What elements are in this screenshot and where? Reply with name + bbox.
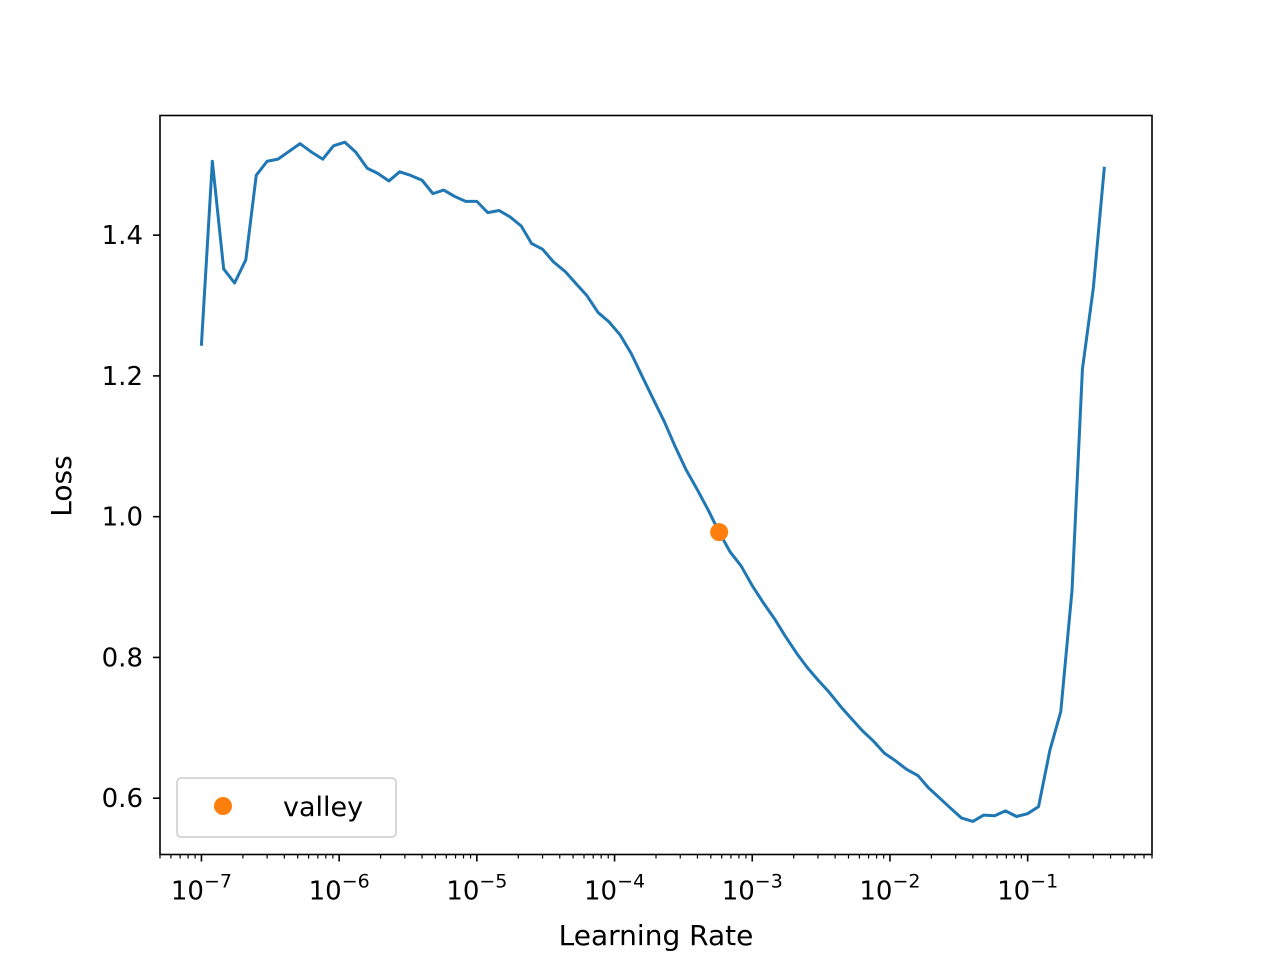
x-tick-label: 10−5 — [446, 871, 507, 907]
x-tick-label: 10−6 — [309, 871, 370, 907]
legend: valley — [176, 777, 397, 838]
y-axis-title: Loss — [45, 455, 78, 516]
y-tick-label: 0.8 — [102, 643, 143, 673]
x-tick-label: 10−3 — [722, 871, 783, 907]
y-tick-label: 1.0 — [102, 503, 143, 533]
x-tick-label: 10−1 — [997, 871, 1058, 907]
x-tick-label: 10−2 — [859, 871, 920, 907]
y-tick-label: 1.2 — [102, 362, 143, 392]
x-tick-label: 10−7 — [171, 871, 232, 907]
legend-label-valley: valley — [283, 792, 363, 823]
x-axis-title: Learning Rate — [559, 919, 754, 952]
x-tick-label: 10−4 — [584, 871, 645, 907]
x-axis: 10−7 10−6 10−5 10−4 10−3 10−2 10−1 — [159, 854, 1153, 907]
y-tick-label: 1.4 — [102, 221, 143, 251]
legend-marker-valley — [214, 797, 232, 815]
legend-box — [176, 777, 397, 838]
y-axis: 0.6 0.8 1.0 1.2 1.4 — [102, 221, 160, 814]
y-tick-label: 0.6 — [102, 784, 143, 814]
loss-line — [199, 140, 1106, 823]
valley-point — [710, 523, 729, 542]
plot-marks — [199, 140, 1106, 823]
